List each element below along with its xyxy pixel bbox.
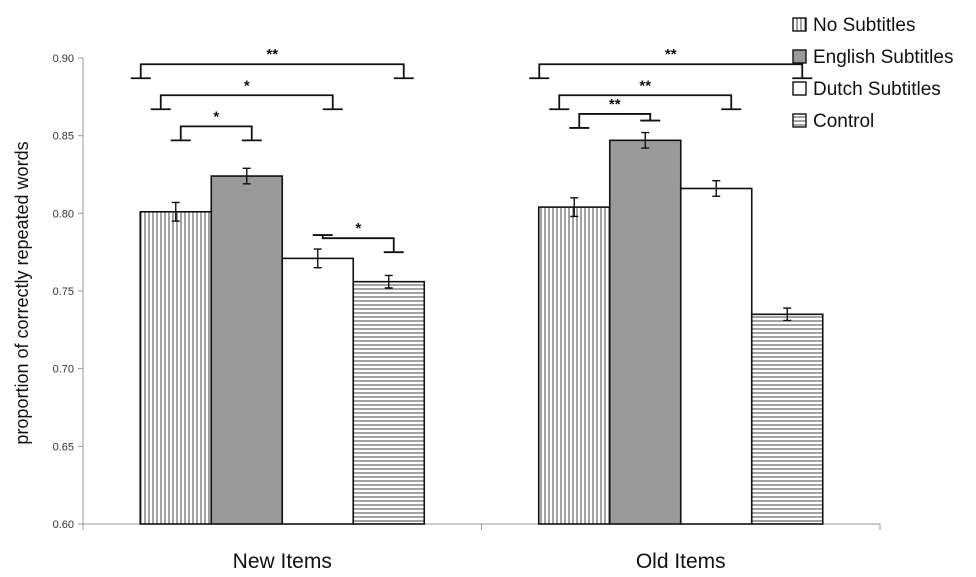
significance-bracket	[159, 94, 334, 110]
significance-label: **	[639, 77, 651, 94]
bar-no-subtitles	[139, 210, 213, 525]
bar-no-subtitles	[537, 206, 611, 525]
legend-swatch	[792, 49, 807, 64]
y-tick-label: 0.80	[53, 208, 74, 220]
significance-label: *	[355, 220, 361, 237]
legend-swatch	[792, 81, 807, 96]
y-tick-label: 0.85	[53, 131, 74, 143]
significance-bracket	[179, 125, 253, 141]
legend-swatch	[792, 113, 807, 128]
legend-swatch	[792, 17, 807, 32]
y-tick-label: 0.60	[53, 519, 74, 531]
bar-control	[352, 280, 426, 525]
y-axis-title: proportion of correctly repeated words	[12, 141, 32, 444]
category-label: New Items	[233, 550, 332, 573]
y-tick-label: 0.90	[53, 53, 74, 65]
legend-label: English Subtitles	[813, 47, 953, 68]
legend-label: No Subtitles	[813, 15, 915, 36]
significance-label: **	[609, 96, 621, 113]
bar-dutch-subtitles	[679, 187, 753, 525]
significance-label: **	[266, 46, 278, 63]
legend-label: Control	[813, 111, 874, 132]
bar-english-subtitles	[210, 175, 284, 525]
category-label: Old Items	[636, 550, 726, 573]
significance-label: *	[244, 77, 250, 94]
y-tick-label: 0.70	[53, 364, 74, 376]
legend-label: Dutch Subtitles	[813, 79, 941, 100]
significance-bracket	[558, 94, 733, 110]
significance-bracket	[139, 63, 405, 79]
significance-bracket	[538, 63, 804, 79]
significance-label: **	[665, 46, 677, 63]
y-tick-label: 0.75	[53, 286, 74, 298]
significance-label: *	[213, 108, 219, 125]
y-tick-label: 0.65	[53, 441, 74, 453]
significance-bracket	[321, 235, 395, 253]
bar-dutch-subtitles	[281, 257, 355, 525]
bar-control	[750, 313, 824, 525]
bar-english-subtitles	[608, 139, 682, 525]
significance-bracket	[578, 113, 652, 128]
